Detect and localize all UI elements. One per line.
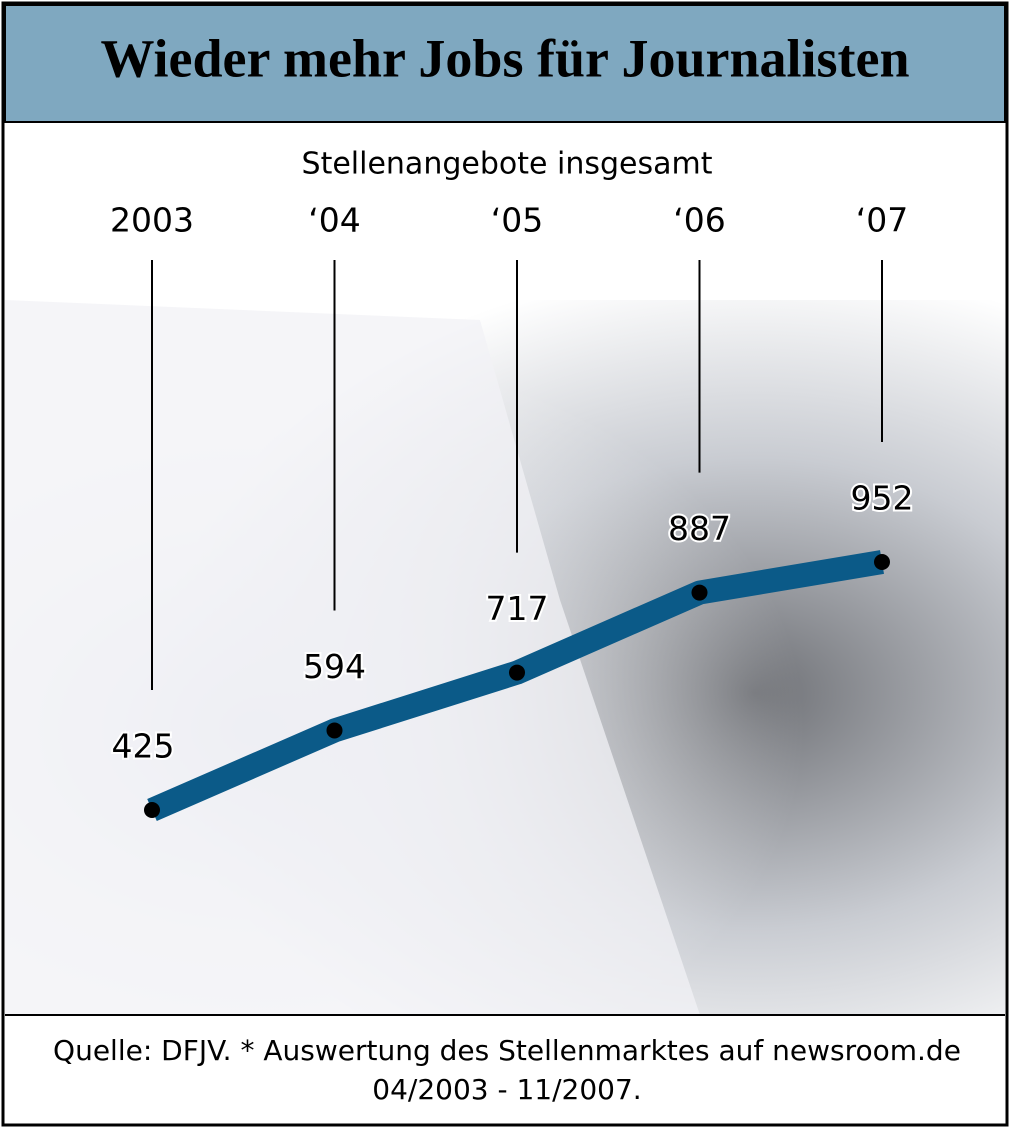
point: [144, 801, 160, 818]
x-tick-label: 2003: [110, 201, 194, 240]
x-tick-label: ‘06: [673, 201, 725, 240]
point: [509, 664, 525, 681]
point: [691, 584, 708, 601]
data-label: 594: [303, 647, 366, 686]
data-label: 887: [668, 509, 731, 548]
source-note: 04/2003 - 11/2007.: [372, 1073, 641, 1106]
point: [874, 553, 890, 570]
chart-title: Wieder mehr Jobs für Journalisten: [100, 28, 909, 88]
point: [326, 722, 343, 739]
newspaper: [5, 300, 700, 1015]
data-label: 717: [486, 589, 549, 628]
x-tick-label: ‘05: [491, 201, 543, 240]
x-tick-label: ‘07: [856, 201, 908, 240]
source-note: Quelle: DFJV. * Auswertung des Stellenma…: [53, 1034, 961, 1067]
chart-subtitle: Stellenangebote insgesamt: [302, 147, 713, 182]
data-label: 952: [851, 478, 914, 517]
title-band: [4, 4, 1006, 123]
x-tick-label: ‘04: [308, 201, 360, 240]
data-label: 425: [112, 726, 175, 765]
